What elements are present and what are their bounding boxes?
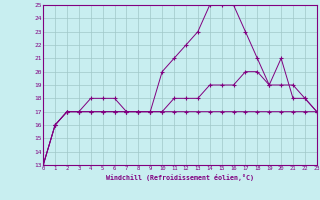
X-axis label: Windchill (Refroidissement éolien,°C): Windchill (Refroidissement éolien,°C) [106,174,254,181]
